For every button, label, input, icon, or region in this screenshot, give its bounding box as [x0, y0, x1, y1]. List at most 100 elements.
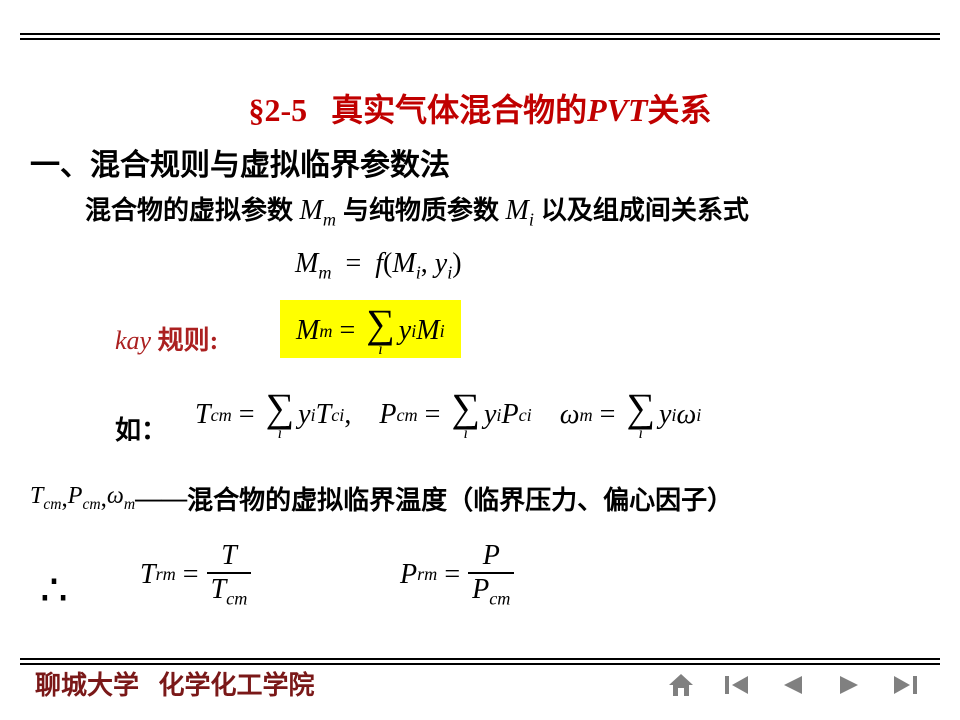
- p-b: P: [501, 399, 518, 431]
- prm-den: P: [472, 574, 489, 605]
- prm-lhs: P: [400, 559, 417, 591]
- w-b: ω: [676, 399, 696, 431]
- p-a: y: [484, 399, 496, 431]
- eq1-eq: =: [345, 248, 361, 279]
- top-rule-2: [20, 38, 940, 40]
- footer-text: 聊城大学 化学化工学院: [35, 665, 315, 702]
- w-a: y: [659, 399, 671, 431]
- kay-label: kay 规则:: [115, 320, 218, 357]
- eq1-a1: M: [392, 248, 415, 279]
- title-pvt: PVT: [587, 92, 647, 128]
- bottom-rule-1: [20, 658, 940, 660]
- t-sum: ∑i: [266, 388, 295, 442]
- trm-den-wrap: Tcm: [207, 574, 252, 610]
- nav-prev-button[interactable]: [778, 671, 808, 704]
- slide: §2-5 真实气体混合物的PVT关系 一、混合规则与虚拟临界参数法 混合物的虚拟…: [0, 0, 960, 720]
- nav-buttons: [666, 671, 920, 704]
- prm-lhs-s: rm: [417, 564, 437, 585]
- vPs: cm: [82, 496, 100, 513]
- Mi-sub: i: [529, 210, 534, 230]
- vTs: cm: [43, 496, 61, 513]
- example-equations: Tcm = ∑iyiTci, Pcm = ∑iyiPci ωm = ∑iyiωi: [195, 388, 725, 442]
- trm-den-s: cm: [226, 588, 247, 608]
- prm-frac: P Pcm: [468, 540, 514, 609]
- kay-t2: M: [416, 315, 439, 347]
- w-eq: =: [600, 399, 616, 431]
- nav-home-button[interactable]: [666, 671, 696, 704]
- t-a: y: [298, 399, 310, 431]
- trm-lhs-s: rm: [156, 564, 176, 585]
- p-idx: i: [463, 426, 467, 442]
- w-bs: i: [696, 405, 701, 426]
- eq-Trm: Trm = T Tcm: [140, 540, 251, 609]
- t-bs: ci: [331, 405, 344, 426]
- kay-idx: i: [378, 342, 382, 358]
- prev-icon: [778, 671, 808, 699]
- kay-sum: ∑i: [366, 304, 395, 358]
- t-b: T: [316, 399, 332, 431]
- vWs: m: [124, 496, 135, 513]
- trm-frac: T Tcm: [207, 540, 252, 609]
- sigma-icon: ∑: [366, 304, 395, 344]
- trm-lhs: T: [140, 559, 156, 591]
- t-lhs-s: cm: [211, 405, 232, 426]
- section-number: §2-5: [248, 92, 307, 128]
- sigma-icon: ∑: [266, 388, 295, 428]
- p-sum: ∑i: [451, 388, 480, 442]
- kay-eq: =: [339, 315, 355, 347]
- eq1-lhs: M: [295, 248, 318, 279]
- sigma-icon: ∑: [626, 388, 655, 428]
- eq-Prm: Prm = P Pcm: [400, 540, 514, 609]
- footer-dept: 化学化工学院: [159, 671, 315, 700]
- vT: T: [30, 483, 43, 509]
- p-lhs: P: [379, 399, 396, 431]
- last-icon: [890, 671, 920, 699]
- dash: ——: [135, 484, 187, 514]
- trm-eq: =: [183, 559, 199, 591]
- title-text-b: 关系: [648, 92, 712, 128]
- eq1-comma: ,: [421, 248, 428, 279]
- kay-it: kay: [115, 326, 151, 355]
- eq1-open: (: [383, 248, 392, 279]
- kay-t2s: i: [440, 321, 445, 342]
- eq1-f: f: [375, 248, 383, 279]
- var-Pcm: Pcm: [68, 483, 101, 514]
- t-tail: ,: [344, 399, 351, 431]
- vars-desc-text: 混合物的虚拟临界温度（临界压力、偏心因子）: [187, 480, 733, 517]
- footer-uni: 聊城大学: [35, 671, 139, 700]
- vW: ω: [107, 483, 124, 509]
- params-pre: 混合物的虚拟参数: [85, 196, 293, 225]
- params-mid: 与纯物质参数: [343, 196, 499, 225]
- home-icon: [666, 671, 696, 699]
- nav-first-button[interactable]: [722, 671, 752, 704]
- var-Mm: Mm: [300, 195, 343, 226]
- t-lhs: T: [195, 399, 211, 431]
- Mm-sub: m: [323, 210, 336, 230]
- kay-cn: 规则:: [151, 326, 218, 355]
- prm-den-wrap: Pcm: [468, 574, 514, 610]
- sigma-icon: ∑: [451, 388, 480, 428]
- w-lhs-s: m: [580, 405, 593, 426]
- p-bs: ci: [519, 405, 532, 426]
- eq-omega: ωm = ∑iyiωi: [560, 388, 702, 442]
- nav-next-button[interactable]: [834, 671, 864, 704]
- eq-Tcm: Tcm = ∑iyiTci,: [195, 388, 351, 442]
- title-text-a: 真实气体混合物的: [331, 92, 587, 128]
- params-line: 混合物的虚拟参数 Mm 与纯物质参数 Mi 以及组成间关系式: [85, 190, 749, 231]
- Mm-base: M: [300, 195, 323, 226]
- w-sum: ∑i: [626, 388, 655, 442]
- first-icon: [722, 671, 752, 699]
- trm-den: T: [211, 574, 227, 605]
- kay-lhs-sub: m: [319, 321, 332, 342]
- prm-den-s: cm: [489, 588, 510, 608]
- kay-equation-box: Mm = ∑i yiMi: [280, 300, 461, 358]
- nav-last-button[interactable]: [890, 671, 920, 704]
- t-eq: =: [239, 399, 255, 431]
- kay-t1: y: [399, 315, 411, 347]
- vars-description: Tcm , Pcm , ωm —— 混合物的虚拟临界温度（临界压力、偏心因子）: [30, 480, 733, 517]
- top-rule-1: [20, 33, 940, 35]
- therefore-symbol: ∴: [40, 565, 68, 616]
- eq1-close: ): [452, 248, 461, 279]
- like-label: 如：: [115, 410, 167, 447]
- eq1-a2: y: [435, 248, 447, 279]
